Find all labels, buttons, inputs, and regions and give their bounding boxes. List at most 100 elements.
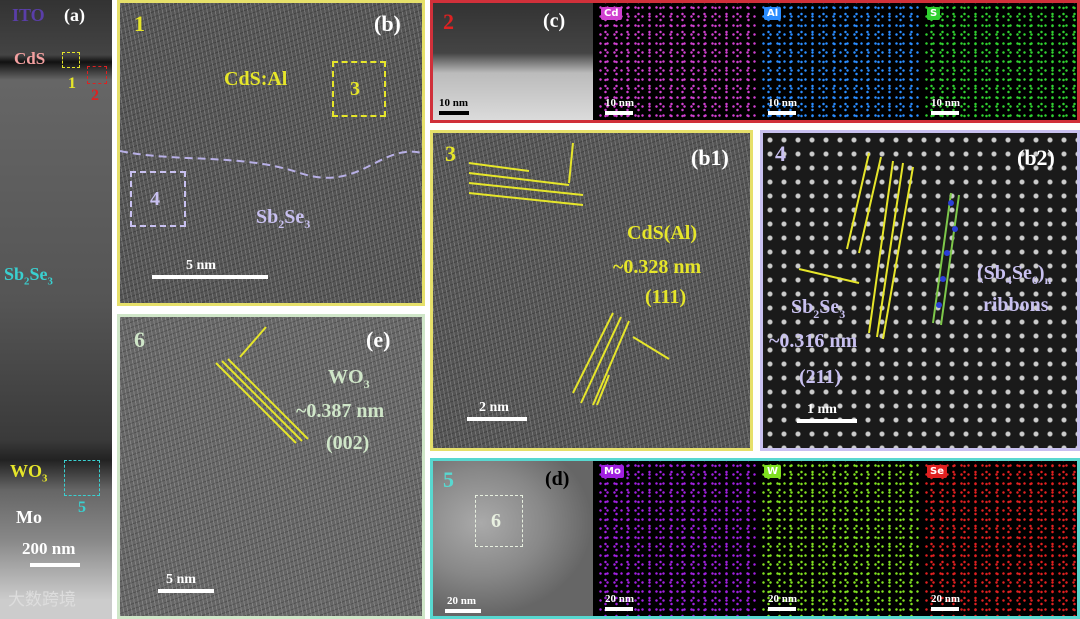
scale-label: 2 nm	[479, 400, 509, 415]
lattice-lines	[468, 142, 670, 406]
subscript: 2	[813, 307, 820, 321]
tem-image: 2 (c) 10 nm	[433, 3, 593, 120]
panel-label: (b)	[374, 11, 401, 36]
eds-map: Al 10 nm	[760, 3, 919, 120]
subscript: n	[1044, 273, 1052, 287]
text-part: WO	[328, 366, 364, 388]
spacing-label: ~0.387 nm	[296, 400, 385, 422]
plane-label: (002)	[326, 432, 370, 454]
text-part: (Sb	[977, 262, 1006, 284]
eds-map: Se 20 nm	[923, 461, 1077, 616]
plane-label: (211)	[799, 366, 842, 388]
box	[475, 495, 523, 547]
text-part: Sb	[256, 206, 279, 228]
scale-label: 20 nm	[931, 593, 961, 605]
scale-label: 20 nm	[605, 593, 635, 605]
scale-bar	[768, 607, 796, 611]
box-number: 3	[350, 78, 360, 100]
box-number: 5	[78, 499, 86, 516]
eds-map: Cd 10 nm	[597, 3, 756, 120]
subscript: 2	[24, 275, 30, 288]
layer-label: Sb2Se3	[256, 207, 310, 230]
text-part: Se	[819, 296, 840, 318]
subscript: 2	[278, 217, 285, 231]
panel-label: (b2)	[1017, 145, 1055, 170]
eds-map: Mo 20 nm	[597, 461, 756, 616]
scale-bar	[445, 609, 481, 613]
panel-number: 2	[443, 9, 454, 34]
box-number: 2	[91, 87, 99, 104]
scale-bar	[931, 607, 959, 611]
scale-label: 10 nm	[768, 97, 798, 109]
lattice-lines	[798, 152, 960, 340]
watermark: 大数跨境	[8, 590, 76, 610]
scale-label: 10 nm	[605, 97, 635, 109]
text-part: Sb	[4, 264, 25, 284]
box	[332, 61, 386, 117]
label-mo: Mo	[16, 507, 42, 527]
label-absorber: Sb2Se3	[4, 265, 53, 287]
subscript: 3	[363, 377, 370, 391]
ribbon-label: (Sb4Se6)n	[977, 263, 1051, 286]
box-number: 1	[68, 75, 76, 92]
scale-bar	[30, 563, 80, 567]
spacing-label: ~0.316 nm	[769, 330, 858, 352]
scale-bar	[467, 417, 527, 421]
element-tag: S	[927, 7, 941, 20]
scale-bar	[797, 419, 857, 423]
panel-label: (b1)	[691, 145, 729, 170]
scale-label: 5 nm	[166, 572, 196, 587]
scale-bar	[152, 275, 268, 279]
element-tag: Al	[764, 7, 782, 20]
scale-bar	[439, 111, 469, 115]
scale-bar	[931, 111, 959, 115]
eds-map: S 10 nm	[923, 3, 1077, 120]
panel-a: ITO (a) CdS 1 2 Sb2Se3 WO3 5 Mo 200 nm 大…	[0, 0, 112, 619]
box-number: 6	[491, 510, 501, 532]
panel-d: 5 (d) 6 20 nm Mo 20 nm W 20 nm Se 20 nm	[430, 458, 1080, 619]
scale-label: 1 nm	[807, 402, 837, 417]
scale-label: 20 nm	[447, 595, 477, 607]
scale-label: 10 nm	[931, 97, 961, 109]
panel-number: 1	[134, 11, 145, 36]
phase-label: WO3	[328, 367, 370, 390]
panel-label: (c)	[543, 10, 566, 32]
scale-label: 20 nm	[768, 593, 798, 605]
panel-number: 4	[775, 141, 786, 166]
panel-e: 6 (e) WO3 ~0.387 nm (002) 5 nm	[117, 314, 425, 619]
scale-label: 200 nm	[22, 539, 76, 558]
box	[62, 52, 80, 68]
scale-bar	[768, 111, 796, 115]
element-tag: Mo	[601, 465, 624, 478]
subscript: 3	[42, 472, 48, 485]
spacing-label: ~0.328 nm	[613, 256, 702, 278]
element-tag: Cd	[601, 7, 622, 20]
text-part: Sb	[791, 296, 814, 318]
panel-b2: 4 (b2) Sb2Se3 ~0.316 nm (211) (Sb4Se6)n …	[760, 130, 1080, 451]
panel-number: 5	[443, 467, 454, 492]
panel-b: 1 (b) CdS:Al 3 4 Sb2Se3 5 nm	[117, 0, 425, 306]
lattice-lines	[215, 326, 309, 444]
label-wo3: WO3	[10, 462, 47, 484]
text-part: Se	[29, 264, 48, 284]
scale-label: 5 nm	[186, 258, 216, 273]
label-cds: CdS	[14, 49, 46, 68]
element-tag: W	[764, 465, 782, 478]
text-part: )	[1037, 262, 1045, 284]
box	[130, 171, 186, 227]
scale-bar	[605, 111, 633, 115]
subscript: 3	[47, 275, 53, 288]
subscript: 4	[1005, 273, 1012, 287]
panel-label: (d)	[545, 468, 570, 490]
text-part: Se	[1011, 262, 1032, 284]
tem-image: 5 (d) 6 20 nm	[433, 461, 593, 616]
panel-label: (a)	[64, 5, 85, 25]
panel-label: (e)	[366, 327, 391, 352]
text-part: Se	[284, 206, 305, 228]
box	[64, 460, 100, 496]
element-tag: Se	[927, 465, 947, 478]
scale-bar	[605, 607, 633, 611]
text-part: WO	[10, 461, 43, 481]
scale-label: 10 nm	[439, 97, 469, 109]
